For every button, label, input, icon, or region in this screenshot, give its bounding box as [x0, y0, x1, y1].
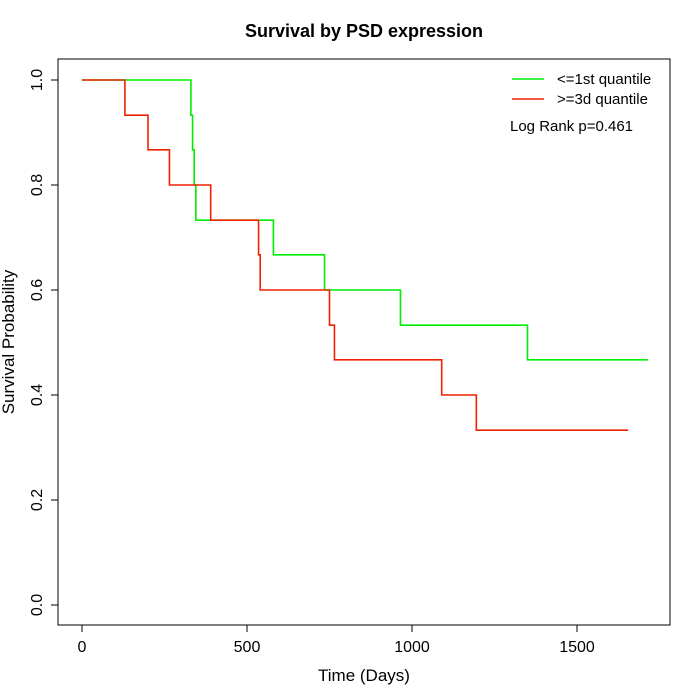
- x-axis: 0 500 1000 1500: [78, 624, 595, 656]
- legend-label-0: <=1st quantile: [557, 71, 651, 88]
- x-axis-label: Time (Days): [318, 666, 410, 685]
- legend-label-1: >=3d quantile: [557, 91, 648, 108]
- series-layer: [82, 79, 648, 431]
- y-tick-label: 1.0: [29, 69, 46, 91]
- y-tick-label: 0.8: [29, 174, 46, 196]
- y-tick-label: 0.4: [29, 384, 46, 406]
- y-axis: 0.0 0.2 0.4 0.6 0.8 1.0: [29, 69, 59, 616]
- y-tick-label: 0.0: [29, 594, 46, 616]
- legend: <=1st quantile >=3d quantile: [512, 71, 651, 108]
- x-tick-label: 1500: [559, 639, 595, 656]
- log-rank-annotation: Log Rank p=0.461: [510, 118, 633, 135]
- y-axis-label: Survival Probability: [0, 269, 18, 414]
- chart-title: Survival by PSD expression: [245, 21, 483, 41]
- y-tick-label: 0.6: [29, 279, 46, 301]
- x-tick-label: 500: [234, 639, 261, 656]
- plot-frame: [57, 58, 671, 626]
- x-tick-label: 1000: [394, 639, 430, 656]
- x-tick-label: 0: [78, 639, 87, 656]
- y-tick-label: 0.2: [29, 489, 46, 511]
- series-line-1: [82, 79, 629, 431]
